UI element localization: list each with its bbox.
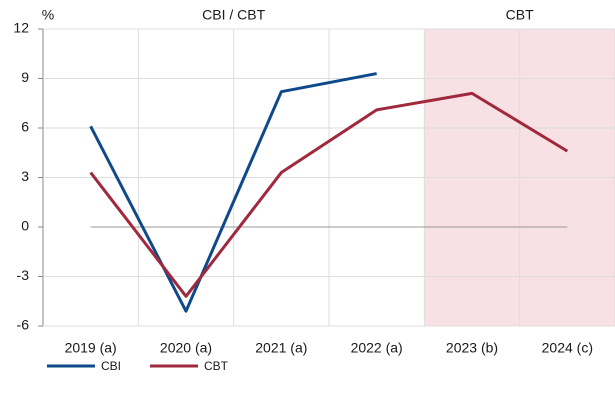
x-tick-label: 2024 (c): [542, 340, 593, 356]
y-tick-label: 9: [21, 69, 29, 85]
x-tick-label: 2023 (b): [446, 340, 498, 356]
y-tick-label: 3: [21, 168, 29, 184]
y-tick-label: -6: [17, 317, 30, 333]
region-label: CBT: [506, 7, 534, 23]
series-line: [89, 72, 377, 313]
y-tick-label: -3: [17, 267, 30, 283]
region-label: CBI / CBT: [202, 7, 265, 23]
y-tick-label: 6: [21, 119, 29, 135]
series-line: [89, 91, 569, 298]
legend-label: CBT: [204, 359, 229, 373]
x-tick-label: 2022 (a): [351, 340, 403, 356]
y-axis-label: %: [42, 7, 54, 23]
y-tick-label: 0: [21, 218, 29, 234]
x-tick-label: 2020 (a): [160, 340, 212, 356]
legend-label: CBI: [101, 359, 121, 373]
y-tick-label: 12: [13, 20, 29, 36]
x-tick-label: 2021 (a): [255, 340, 307, 356]
x-tick-label: 2019 (a): [65, 340, 117, 356]
